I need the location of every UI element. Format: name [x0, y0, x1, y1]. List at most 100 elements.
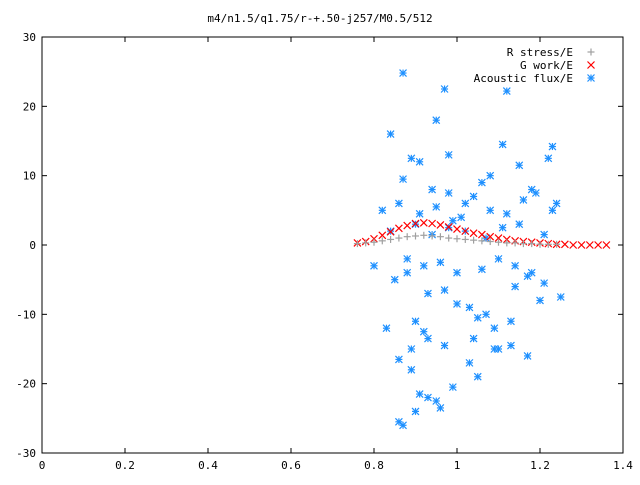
series-g-work-e-point	[469, 229, 478, 238]
series-g-work-e-point-stroke	[560, 240, 569, 249]
series-acoustic-flux-e-point	[440, 286, 449, 294]
series-acoustic-flux-e-point-stroke	[507, 317, 515, 326]
series-acoustic-flux-e-point	[424, 393, 432, 402]
series-acoustic-flux-e-point	[531, 189, 540, 197]
series-acoustic-flux-e-point-stroke	[394, 199, 403, 208]
series-r-stress-e-point	[544, 240, 552, 248]
series-g-work-e-point-stroke	[577, 241, 586, 249]
series-g-work-e-point	[394, 224, 403, 233]
series-acoustic-flux-e-point-stroke	[432, 397, 441, 405]
series-r-stress-e-point	[412, 232, 419, 240]
series-acoustic-flux-e-point	[415, 209, 424, 218]
series-acoustic-flux-e-point-stroke	[502, 209, 511, 218]
data-marks	[353, 69, 611, 430]
series-acoustic-flux-e-point	[498, 223, 507, 232]
series-acoustic-flux-e-point-stroke	[407, 154, 416, 163]
series-acoustic-flux-e-point-stroke	[415, 390, 424, 398]
series-r-stress-e-point	[478, 237, 486, 245]
series-acoustic-flux-e-point	[399, 69, 407, 77]
series-g-work-e-point	[453, 225, 461, 233]
series-acoustic-flux-e-point-stroke	[440, 341, 449, 350]
series-acoustic-flux-e-point-stroke	[486, 206, 495, 215]
series-acoustic-flux-e-point	[469, 192, 478, 201]
series-acoustic-flux-e-point	[477, 265, 486, 274]
series-acoustic-flux-e-point	[536, 296, 544, 305]
series-acoustic-flux-e-point	[436, 404, 445, 412]
series-acoustic-flux-e-point-stroke	[465, 303, 474, 312]
series-acoustic-flux-e-point-stroke	[507, 341, 515, 350]
series-g-work-e-point	[461, 227, 470, 236]
series-acoustic-flux-e-point	[424, 289, 432, 298]
series-acoustic-flux-e-point-stroke	[370, 261, 378, 270]
series-r-stress-e-point	[403, 233, 411, 241]
y-tick-label: -30	[16, 447, 36, 460]
series-acoustic-flux-e-point-stroke	[399, 175, 407, 184]
series-r-stress-e-point	[503, 239, 511, 247]
series-g-work-e-point	[428, 219, 437, 228]
series-acoustic-flux-e-point-stroke	[394, 417, 403, 426]
series-acoustic-flux-e-point	[394, 199, 403, 208]
plot-frame	[41, 36, 624, 454]
series-g-work-e-point	[602, 241, 611, 249]
series-acoustic-flux-e-point	[511, 261, 520, 270]
series-r-stress-e-point	[519, 240, 527, 248]
series-acoustic-flux-e-point-stroke	[415, 209, 424, 218]
x-tick-label: 0.6	[281, 459, 301, 472]
series-acoustic-flux-e-point	[469, 334, 478, 343]
series-acoustic-flux-e-point	[507, 317, 515, 326]
series-acoustic-flux-e-point-stroke	[494, 254, 503, 263]
series-acoustic-flux-e-point-stroke	[519, 196, 528, 204]
series-acoustic-flux-e-point	[394, 355, 403, 364]
legend-label: R stress/E	[507, 46, 573, 59]
series-acoustic-flux-e-point	[457, 213, 466, 222]
series-acoustic-flux-e-point-stroke	[436, 404, 445, 412]
x-tick-label: 0	[39, 459, 46, 472]
series-g-work-e-point-stroke	[494, 234, 503, 242]
x-tick-label: 1	[454, 459, 461, 472]
series-acoustic-flux-e-point-stroke	[453, 268, 461, 277]
series-g-work-e-point	[594, 241, 603, 249]
series-acoustic-flux-e-point-stroke	[482, 310, 490, 319]
series-g-work-e-point	[411, 219, 420, 228]
series-acoustic-flux-e-point-stroke	[419, 327, 428, 336]
series-g-work-e-point	[378, 231, 387, 240]
series-acoustic-flux-e-point	[386, 130, 395, 138]
series-r-stress-e-point	[362, 239, 370, 247]
series-acoustic-flux-e-point	[407, 154, 416, 163]
series-g-work-e-point	[486, 232, 495, 241]
series-r-stress-e-point	[511, 239, 519, 247]
y-tick-label: 10	[23, 170, 36, 183]
series-r-stress-e-point	[353, 240, 361, 248]
series-acoustic-flux-e-point	[515, 161, 524, 170]
series-acoustic-flux-e-point-stroke	[448, 216, 457, 225]
series-g-work-e-point	[386, 227, 395, 236]
series-acoustic-flux-e-point-stroke	[498, 223, 507, 232]
series-acoustic-flux-e-point	[511, 282, 520, 291]
series-acoustic-flux-e-point-stroke	[444, 189, 453, 197]
series-acoustic-flux-e-point	[540, 279, 549, 288]
series-acoustic-flux-e-point-stroke	[473, 372, 482, 381]
series-acoustic-flux-e-point-stroke	[477, 178, 486, 187]
series-acoustic-flux-e-point	[490, 324, 499, 333]
series-g-work-e-point-stroke	[403, 221, 412, 230]
series-r-stress-e-point	[428, 232, 436, 240]
series-acoustic-flux-e-point	[465, 358, 474, 367]
series-acoustic-flux-e-point-stroke	[411, 317, 420, 326]
series-g-work-e-point-stroke	[477, 230, 486, 239]
series-acoustic-flux-e-point-stroke	[432, 116, 441, 125]
series-acoustic-flux-e-point	[473, 372, 482, 381]
series-acoustic-flux-e-point	[370, 261, 378, 270]
series-acoustic-flux-e-point	[382, 324, 391, 333]
series-acoustic-flux-e-point-stroke	[531, 189, 540, 197]
series-r-stress-e-point	[461, 235, 469, 243]
series-g-work-e-point-stroke	[378, 231, 387, 240]
series-acoustic-flux-e-point	[403, 268, 412, 277]
series-g-work-e-point-stroke	[469, 229, 478, 238]
series-g-work-e-point-stroke	[428, 219, 437, 228]
x-tick-label: 1.2	[530, 459, 550, 472]
series-g-work-e-point-stroke	[461, 227, 470, 236]
series-acoustic-flux-e-point-stroke	[469, 192, 478, 201]
series-acoustic-flux-e-point-stroke	[432, 202, 441, 211]
series-acoustic-flux-e-point-stroke	[453, 300, 461, 308]
series-acoustic-flux-e-point	[490, 345, 499, 353]
